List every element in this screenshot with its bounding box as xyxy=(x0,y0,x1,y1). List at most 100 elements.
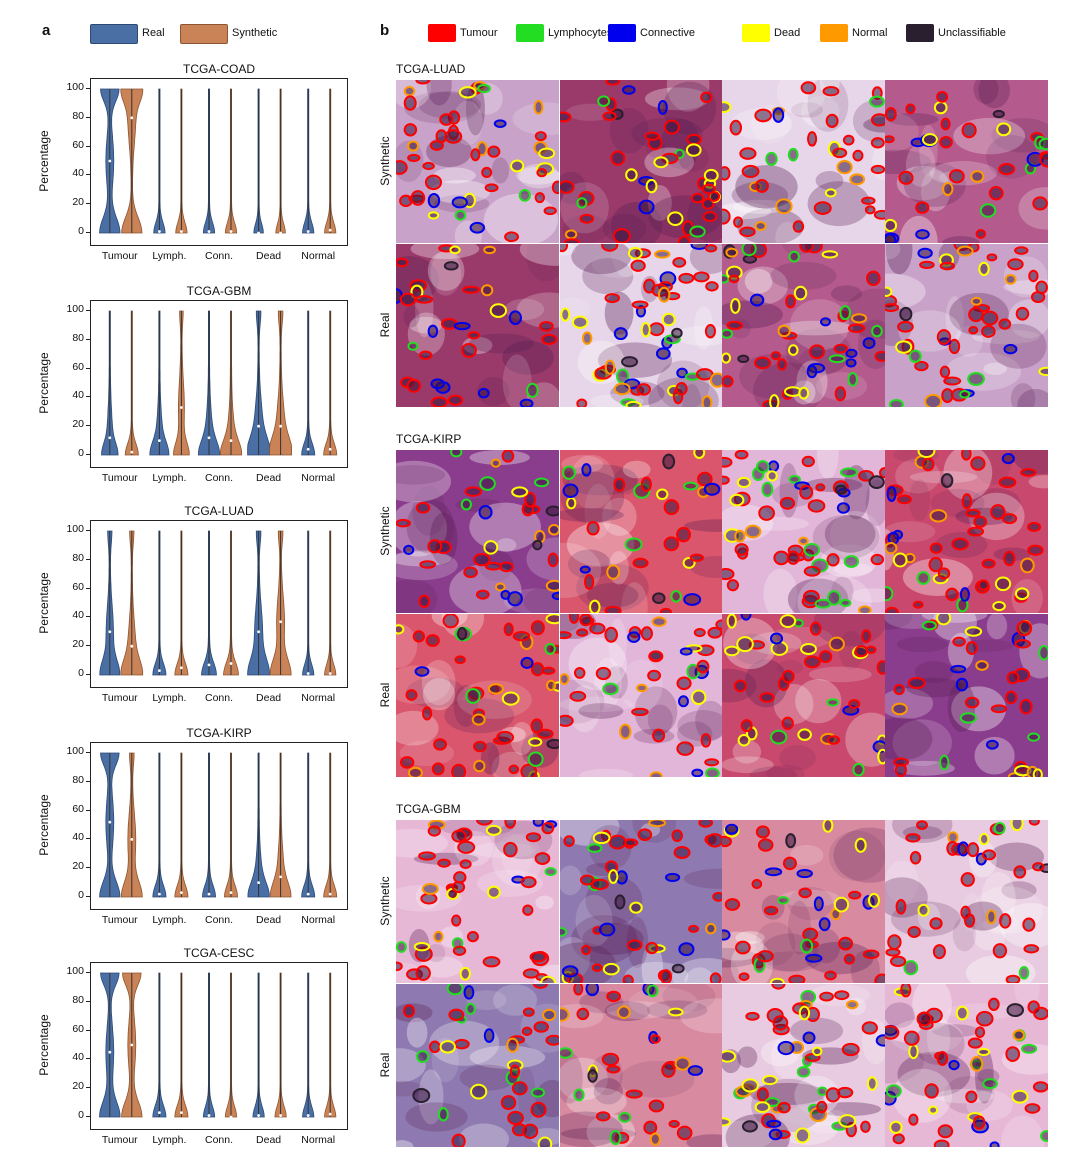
histology-tile xyxy=(885,820,1048,983)
y-tick-label: 100 xyxy=(66,523,84,535)
legend-swatch-tumour xyxy=(428,24,456,42)
y-tick-mark xyxy=(86,558,90,560)
violin-median xyxy=(229,230,233,233)
violin-svg xyxy=(99,972,337,1119)
violin-median xyxy=(108,820,112,824)
legend-label-lymphocytes: Lymphocytes xyxy=(548,27,613,39)
violin-svg xyxy=(99,752,338,898)
violin-median xyxy=(207,663,211,667)
y-tick-label: 80 xyxy=(72,993,84,1006)
violin-median xyxy=(130,1043,134,1047)
violin-median xyxy=(279,875,282,879)
violin-median xyxy=(257,231,260,235)
y-tick-label: 20 xyxy=(72,638,84,651)
violin-plot-area xyxy=(90,742,348,910)
y-tick-mark xyxy=(86,232,90,233)
tissue-image xyxy=(396,984,559,1147)
row-label-synthetic: Synthetic xyxy=(378,505,392,556)
violin-median xyxy=(306,230,310,233)
y-tick-label: 80 xyxy=(72,773,84,786)
y-tick-mark xyxy=(86,425,90,427)
x-tick-label: Dead xyxy=(256,250,282,262)
y-tick-label: 40 xyxy=(72,389,84,402)
histology-tile xyxy=(396,80,559,243)
y-tick-mark xyxy=(86,809,90,811)
group-title: TCGA-LUAD xyxy=(396,62,466,76)
legend-swatch-synthetic xyxy=(180,24,228,44)
violin-median xyxy=(257,630,260,634)
tissue-image xyxy=(722,614,885,777)
y-tick-mark xyxy=(86,1058,90,1060)
histology-tile xyxy=(396,244,559,407)
y-tick-mark xyxy=(86,587,90,589)
violin-median xyxy=(229,662,233,665)
violin-plot-area xyxy=(90,962,348,1130)
x-tick-label: Conn. xyxy=(204,250,234,262)
violin-median xyxy=(279,424,282,428)
tissue-image xyxy=(885,450,1048,613)
violin-median xyxy=(229,891,233,895)
violin-median xyxy=(328,1112,332,1116)
y-tick-label: 40 xyxy=(72,167,84,180)
y-tick-label: 60 xyxy=(72,138,84,151)
violin-median xyxy=(180,406,183,409)
violin-median xyxy=(257,1114,260,1117)
legend-swatch-normal xyxy=(820,24,848,42)
violin-median xyxy=(158,230,161,233)
tissue-image xyxy=(722,450,885,613)
x-tick-label: Normal xyxy=(301,1134,336,1146)
y-tick-label: 40 xyxy=(72,609,84,622)
chart-title: TCGA-LUAD xyxy=(184,504,254,518)
tissue-image xyxy=(560,984,723,1147)
violin-plot-area xyxy=(90,300,348,468)
y-tick-mark xyxy=(86,338,90,340)
violin-plot-area xyxy=(90,520,348,688)
y-tick-label: 60 xyxy=(72,580,84,593)
y-tick-label: 80 xyxy=(72,331,84,344)
x-tick-label: Dead xyxy=(256,1134,282,1146)
y-tick-label: 0 xyxy=(78,447,84,459)
violin-svg xyxy=(99,530,337,676)
tissue-image xyxy=(560,80,723,243)
violin-median xyxy=(207,436,211,440)
panel-a-letter: a xyxy=(42,22,51,39)
violin-median xyxy=(130,644,134,648)
x-tick-label: Tumour xyxy=(101,472,138,484)
y-tick-label: 100 xyxy=(66,965,84,977)
legend-label-normal: Normal xyxy=(852,27,888,39)
y-tick-label: 100 xyxy=(66,303,84,315)
y-tick-label: 20 xyxy=(72,196,84,209)
y-tick-label: 40 xyxy=(72,831,84,844)
y-tick-mark xyxy=(86,1029,90,1031)
violin-svg xyxy=(101,310,338,456)
y-tick-mark xyxy=(86,310,90,311)
y-tick-mark xyxy=(86,616,90,618)
violin-median xyxy=(328,892,332,896)
x-tick-label: Conn. xyxy=(204,692,234,704)
y-tick-mark xyxy=(86,645,90,647)
histology-tile xyxy=(560,820,723,983)
y-tick-label: 60 xyxy=(72,1022,84,1035)
y-axis-label: Percentage xyxy=(37,1014,51,1076)
histology-tile xyxy=(885,450,1048,613)
x-tick-label: Lymph. xyxy=(152,692,187,704)
violin-median xyxy=(257,881,260,884)
violin-median xyxy=(328,228,332,232)
histology-tile xyxy=(560,80,723,243)
violin-svg xyxy=(99,88,337,235)
y-tick-mark xyxy=(86,116,90,118)
histology-tile xyxy=(396,984,559,1147)
histology-tile xyxy=(885,244,1048,407)
group-title: TCGA-KIRP xyxy=(396,432,462,446)
y-tick-label: 0 xyxy=(78,889,84,901)
x-tick-label: Conn. xyxy=(204,472,234,484)
violin-median xyxy=(279,231,282,235)
y-tick-mark xyxy=(86,203,90,205)
tissue-image xyxy=(885,80,1048,243)
histology-tile xyxy=(885,984,1048,1147)
violin-median xyxy=(306,892,310,896)
row-label-synthetic: Synthetic xyxy=(378,135,392,186)
y-tick-mark xyxy=(86,1087,90,1089)
histology-tile xyxy=(885,614,1048,777)
violin-median xyxy=(108,630,112,634)
